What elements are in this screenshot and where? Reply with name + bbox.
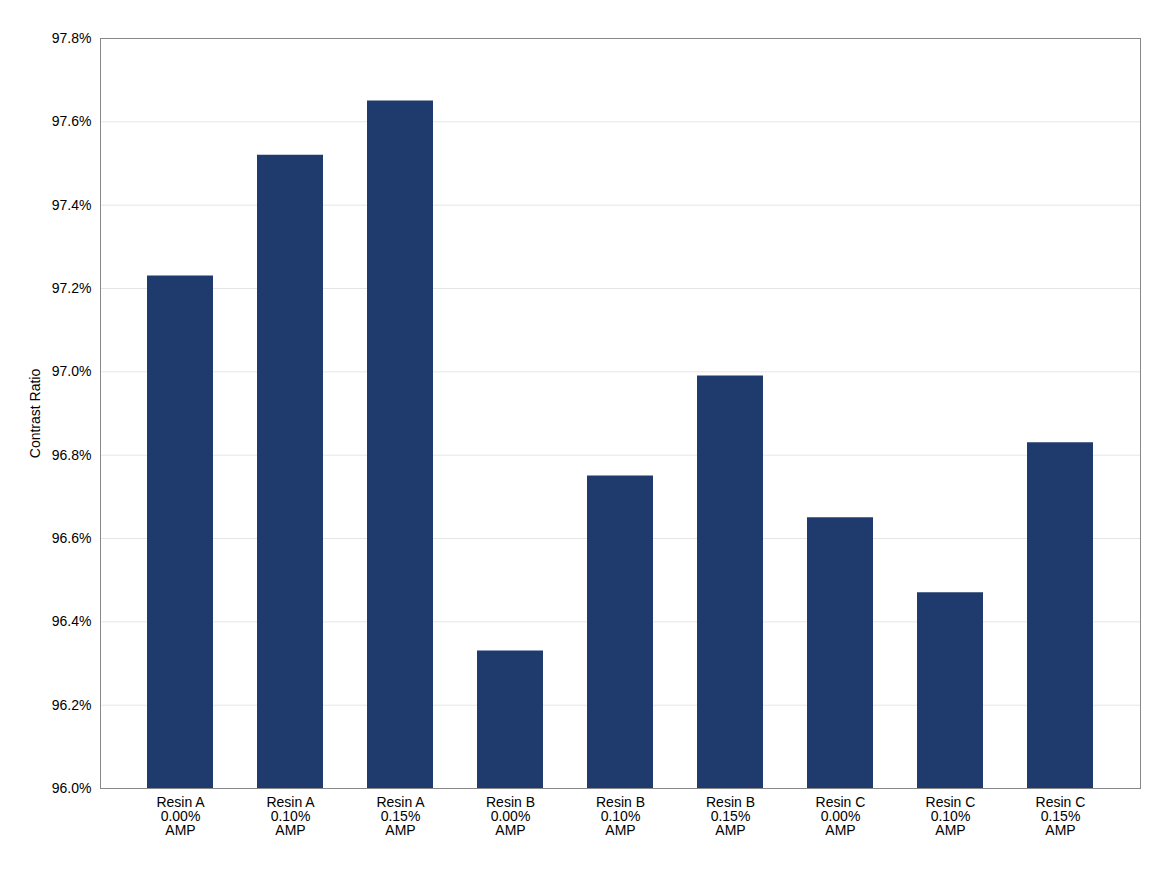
svg-text:96.6%: 96.6%: [52, 530, 92, 546]
svg-text:Contrast Ratio: Contrast Ratio: [27, 369, 43, 459]
svg-text:96.4%: 96.4%: [52, 613, 92, 629]
svg-text:Resin C0.00%AMP: Resin C0.00%AMP: [816, 794, 866, 838]
svg-text:96.0%: 96.0%: [52, 780, 92, 796]
svg-text:Resin B0.10%AMP: Resin B0.10%AMP: [596, 794, 645, 838]
svg-text:Resin A0.00%AMP: Resin A0.00%AMP: [156, 794, 205, 838]
svg-text:97.6%: 97.6%: [52, 113, 92, 129]
svg-text:97.4%: 97.4%: [52, 197, 92, 213]
svg-text:Resin C0.15%AMP: Resin C0.15%AMP: [1036, 794, 1086, 838]
svg-text:96.2%: 96.2%: [52, 697, 92, 713]
svg-text:97.0%: 97.0%: [52, 363, 92, 379]
svg-text:Resin B0.15%AMP: Resin B0.15%AMP: [706, 794, 755, 838]
svg-text:97.8%: 97.8%: [52, 30, 92, 46]
svg-text:97.2%: 97.2%: [52, 280, 92, 296]
svg-text:Resin C0.10%AMP: Resin C0.10%AMP: [926, 794, 976, 838]
svg-text:Resin B0.00%AMP: Resin B0.00%AMP: [486, 794, 535, 838]
svg-text:96.8%: 96.8%: [52, 447, 92, 463]
svg-text:Resin A0.10%AMP: Resin A0.10%AMP: [266, 794, 315, 838]
svg-text:Resin A0.15%AMP: Resin A0.15%AMP: [376, 794, 425, 838]
